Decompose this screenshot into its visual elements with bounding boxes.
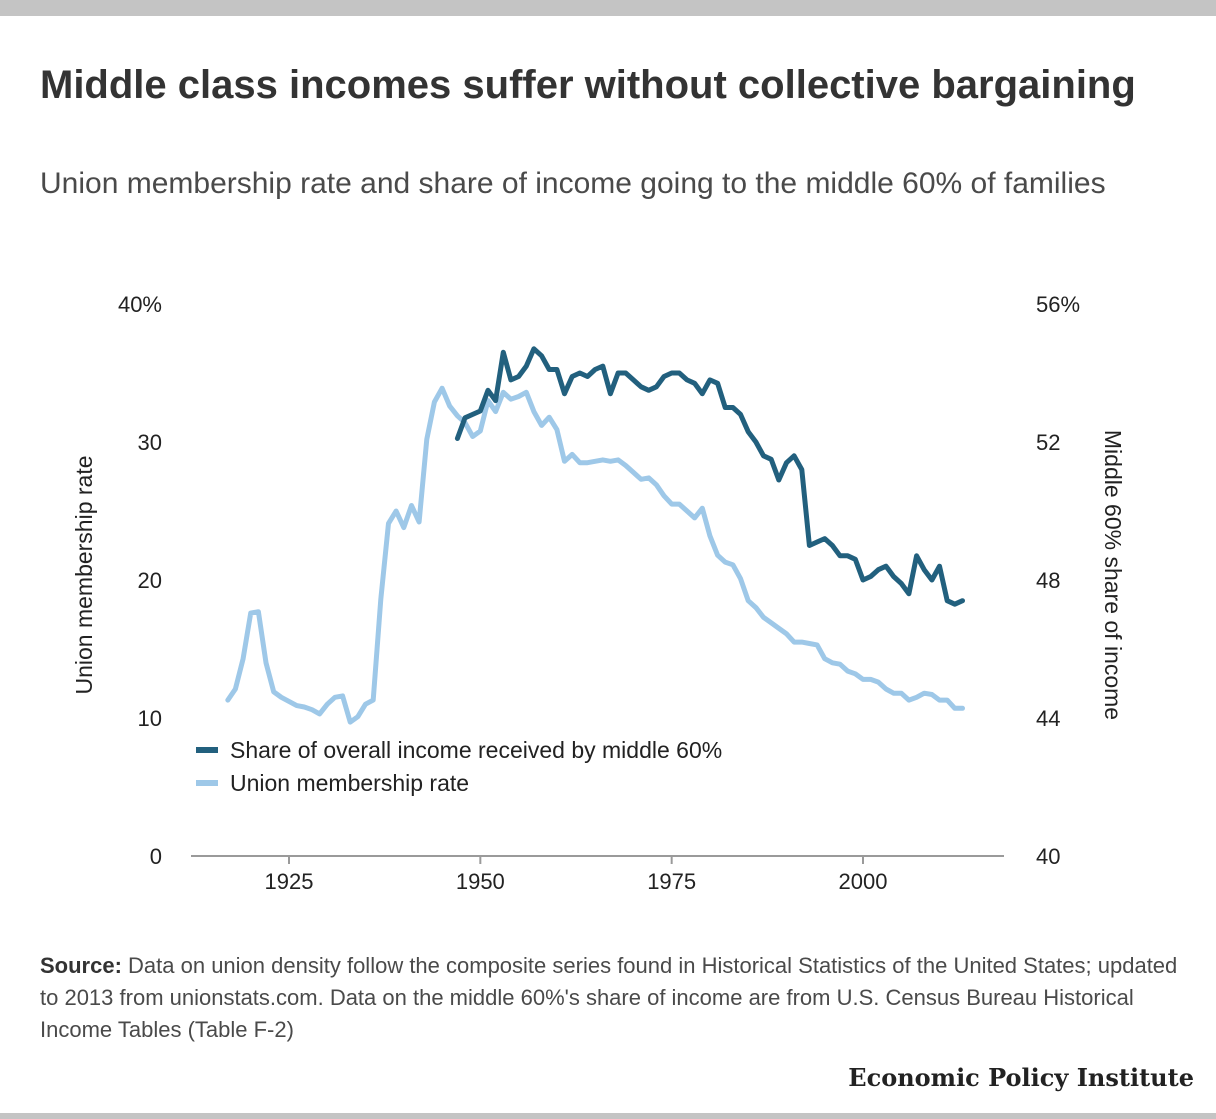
left-tick-label: 30 bbox=[138, 430, 162, 455]
right-tick-label: 44 bbox=[1036, 706, 1060, 731]
x-tick-label: 1975 bbox=[647, 869, 696, 894]
chart-subtitle: Union membership rate and share of incom… bbox=[40, 167, 1106, 200]
right-tick-label: 52 bbox=[1036, 430, 1060, 455]
right-axis-title: Middle 60% share of income bbox=[1100, 430, 1126, 720]
series-line-union-rate bbox=[225, 385, 965, 725]
source-note: Source: Data on union density follow the… bbox=[40, 950, 1190, 1046]
right-tick-label: 40 bbox=[1036, 844, 1060, 869]
series-layer bbox=[225, 346, 965, 725]
x-axis-ticks: 1925 1950 1975 2000 bbox=[265, 856, 888, 894]
left-tick-label: 0 bbox=[150, 844, 162, 869]
x-tick-label: 1925 bbox=[265, 869, 314, 894]
source-text: Data on union density follow the composi… bbox=[40, 953, 1178, 1042]
brand-logo-text: Economic Policy Institute bbox=[848, 1063, 1194, 1092]
right-tick-label: 56% bbox=[1036, 292, 1080, 317]
right-tick-label: 48 bbox=[1036, 568, 1060, 593]
bottom-border bbox=[0, 1113, 1216, 1119]
x-tick-label: 2000 bbox=[839, 869, 888, 894]
series-line-income-share bbox=[454, 346, 965, 607]
legend: Share of overall income received by midd… bbox=[196, 737, 722, 796]
left-tick-label: 10 bbox=[138, 706, 162, 731]
legend-label-union-rate: Union membership rate bbox=[230, 770, 469, 796]
legend-label-income-share: Share of overall income received by midd… bbox=[230, 737, 722, 763]
left-axis-title: Union membership rate bbox=[71, 455, 97, 694]
left-tick-label: 40% bbox=[118, 292, 162, 317]
left-axis-ticks: 0 10 20 30 40% bbox=[118, 292, 162, 869]
x-tick-label: 1950 bbox=[456, 869, 505, 894]
chart-title: Middle class incomes suffer without coll… bbox=[40, 63, 1136, 107]
left-tick-label: 20 bbox=[138, 568, 162, 593]
right-axis-ticks: 40 44 48 52 56% bbox=[1036, 292, 1080, 869]
source-label: Source: bbox=[40, 953, 122, 978]
top-border bbox=[0, 0, 1216, 16]
